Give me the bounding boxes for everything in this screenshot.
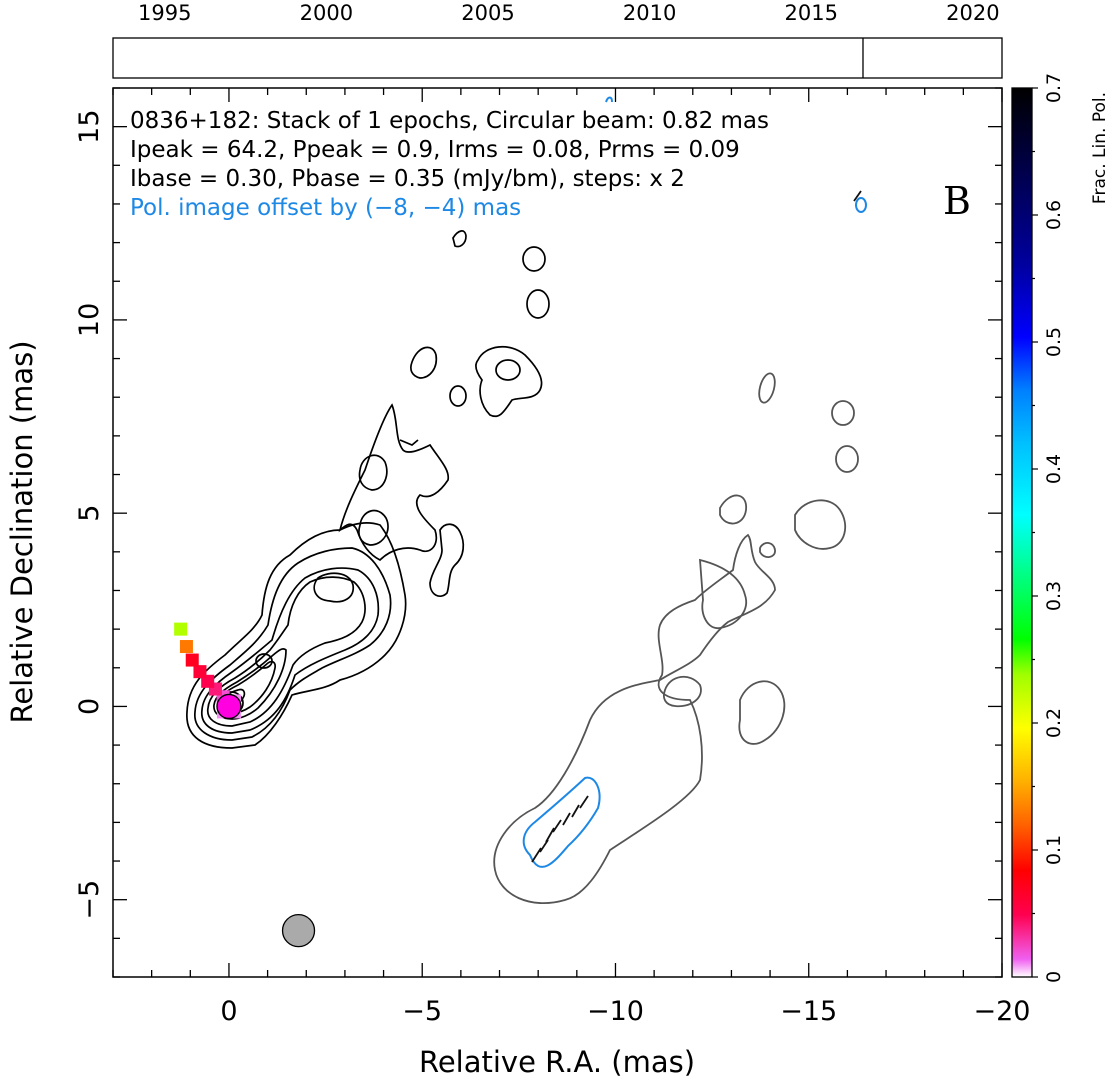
colorbar-tick-label: 0.4 <box>1043 454 1065 484</box>
stokes-i-knot-1mas <box>255 653 273 669</box>
timeline-year-labels: 1995 2000 2005 2010 2015 2020 <box>138 1 1000 25</box>
stokes-i-knot-d <box>475 346 543 418</box>
beam-ellipse <box>281 913 316 948</box>
fractional-polarization-pixels <box>174 622 242 720</box>
timeline-year-label: 2000 <box>300 1 353 25</box>
stokes-i-knot-a <box>358 454 388 491</box>
colorbar-tick-label: 0.1 <box>1043 835 1065 865</box>
stokes-i-knot-3mas <box>313 572 354 603</box>
x-tick-label: −10 <box>587 996 644 1027</box>
stokes-i-knot-g <box>522 246 546 272</box>
x-axis-label: Relative R.A. (mas) <box>419 1045 695 1079</box>
annotation-line-2: Ipeak = 64.2, Ppeak = 0.9, Irms = 0.08, … <box>130 137 740 163</box>
colorbar-tick-label: 0.7 <box>1043 73 1065 103</box>
stokes-i-knot-c <box>410 346 438 379</box>
evpa-tick <box>531 847 542 863</box>
offset-intensity-contours <box>493 372 859 905</box>
colorbar-tick-label: 0.3 <box>1043 581 1065 611</box>
stokes-i-contour-2 <box>194 547 392 741</box>
offset-knot-contour-c <box>759 542 776 558</box>
x-tick-label: −5 <box>402 996 442 1027</box>
polarization-contour-small <box>855 197 867 213</box>
y-tick-label: −5 <box>74 880 105 920</box>
polarization-contours <box>522 96 867 868</box>
evpa-tick <box>579 795 589 809</box>
axis-ticks <box>112 87 1003 978</box>
polarization-pixel <box>174 622 188 636</box>
evpa-tick <box>552 819 562 833</box>
stokes-i-knot-i <box>452 230 467 248</box>
x-tick-label: 0 <box>220 996 237 1027</box>
offset-knot-contour-a <box>794 499 847 550</box>
panel-label: B <box>943 179 971 223</box>
stokes-i-knot-e <box>495 359 521 381</box>
y-axis-label: Relative Declination (mas) <box>5 340 39 723</box>
x-tick-labels: 0 −5 −10 −15 −20 <box>220 996 1030 1027</box>
colorbar-gradient <box>1012 88 1032 977</box>
polarization-pixel <box>179 640 193 654</box>
timeline-year-label: 2005 <box>461 1 514 25</box>
annotation-line-3: Ibase = 0.30, Pbase = 0.35 (mJy/bm), ste… <box>130 166 685 192</box>
polarization-offset-note: Pol. image offset by (−8, −4) mas <box>130 195 521 221</box>
colorbar: 0 0.1 0.2 0.3 0.4 0.5 0.6 0.7 Frac. Lin. Pol. <box>1011 73 1110 983</box>
colorbar-ticks <box>1032 87 1038 978</box>
offset-knot-contour-h <box>835 445 859 473</box>
offset-knot-contour-d <box>738 680 786 745</box>
evpa-tick <box>571 804 580 818</box>
timeline-year-label: 2010 <box>623 1 676 25</box>
polarization-contour-top <box>605 96 613 103</box>
y-tick-label: 10 <box>74 303 105 337</box>
y-tick-label: 15 <box>74 109 105 143</box>
polarization-evpa-ticks <box>531 190 862 863</box>
colorbar-tick-label: 0.6 <box>1043 200 1065 230</box>
stokes-i-jet-ridge <box>338 403 450 562</box>
timeline-year-label: 1995 <box>138 1 191 25</box>
polarization-pixel <box>193 665 207 679</box>
core-polarization-peak <box>216 693 242 720</box>
y-tick-label: 0 <box>74 698 105 715</box>
y-tick-labels: −5 0 5 10 15 <box>74 109 105 919</box>
timeline-frame <box>112 37 1003 79</box>
epoch-timeline: 1995 2000 2005 2010 2015 2020 <box>112 1 1003 79</box>
plot-area: 0 −5 −10 −15 −20 −5 0 5 10 15 0836+182: Stack of… <box>5 87 1030 1079</box>
annotation-line-1: 0836+182: Stack of 1 epochs, Circular be… <box>130 108 769 134</box>
colorbar-tick-label: 0.2 <box>1043 708 1065 738</box>
evpa-tick <box>545 827 555 843</box>
plot-background <box>113 88 1002 977</box>
offset-knot-contour-g <box>831 400 855 426</box>
colorbar-label: Frac. Lin. Pol. <box>1090 92 1110 204</box>
annotation-block: 0836+182: Stack of 1 epochs, Circular be… <box>130 108 769 221</box>
timeline-year-label: 2020 <box>946 1 999 25</box>
offset-knot-contour-e <box>662 676 702 708</box>
offset-knot-contour-b <box>719 494 747 525</box>
stokes-i-knot-k <box>399 439 419 446</box>
stokes-i-contour-1 <box>186 522 407 749</box>
stokes-i-knot-b <box>358 509 389 546</box>
offset-knot-contour-f <box>758 372 776 404</box>
evpa-tick <box>562 812 571 826</box>
colorbar-tick-labels: 0 0.1 0.2 0.3 0.4 0.5 0.6 0.7 <box>1043 73 1065 983</box>
stokes-i-knot-h <box>526 289 550 319</box>
total-intensity-contours <box>186 230 550 749</box>
offset-jet-contour <box>493 533 776 905</box>
x-tick-label: −20 <box>974 996 1031 1027</box>
stokes-i-contour-4 <box>206 576 366 727</box>
timeline-year-label: 2015 <box>785 1 838 25</box>
stokes-i-knot-j <box>429 523 465 597</box>
polarization-pixel <box>185 653 199 667</box>
colorbar-tick-label: 0 <box>1043 971 1065 983</box>
polarization-contour-main <box>522 776 601 868</box>
y-tick-label: 5 <box>74 505 105 522</box>
colorbar-tick-label: 0.5 <box>1043 327 1065 357</box>
map-layer <box>174 96 867 948</box>
x-tick-label: −15 <box>780 996 837 1027</box>
stokes-i-knot-f <box>449 385 467 407</box>
evpa-tick <box>853 190 862 202</box>
stokes-i-contour-5 <box>213 647 287 720</box>
offset-jet-spur-contour <box>699 558 747 629</box>
plot-frame <box>112 87 1003 978</box>
